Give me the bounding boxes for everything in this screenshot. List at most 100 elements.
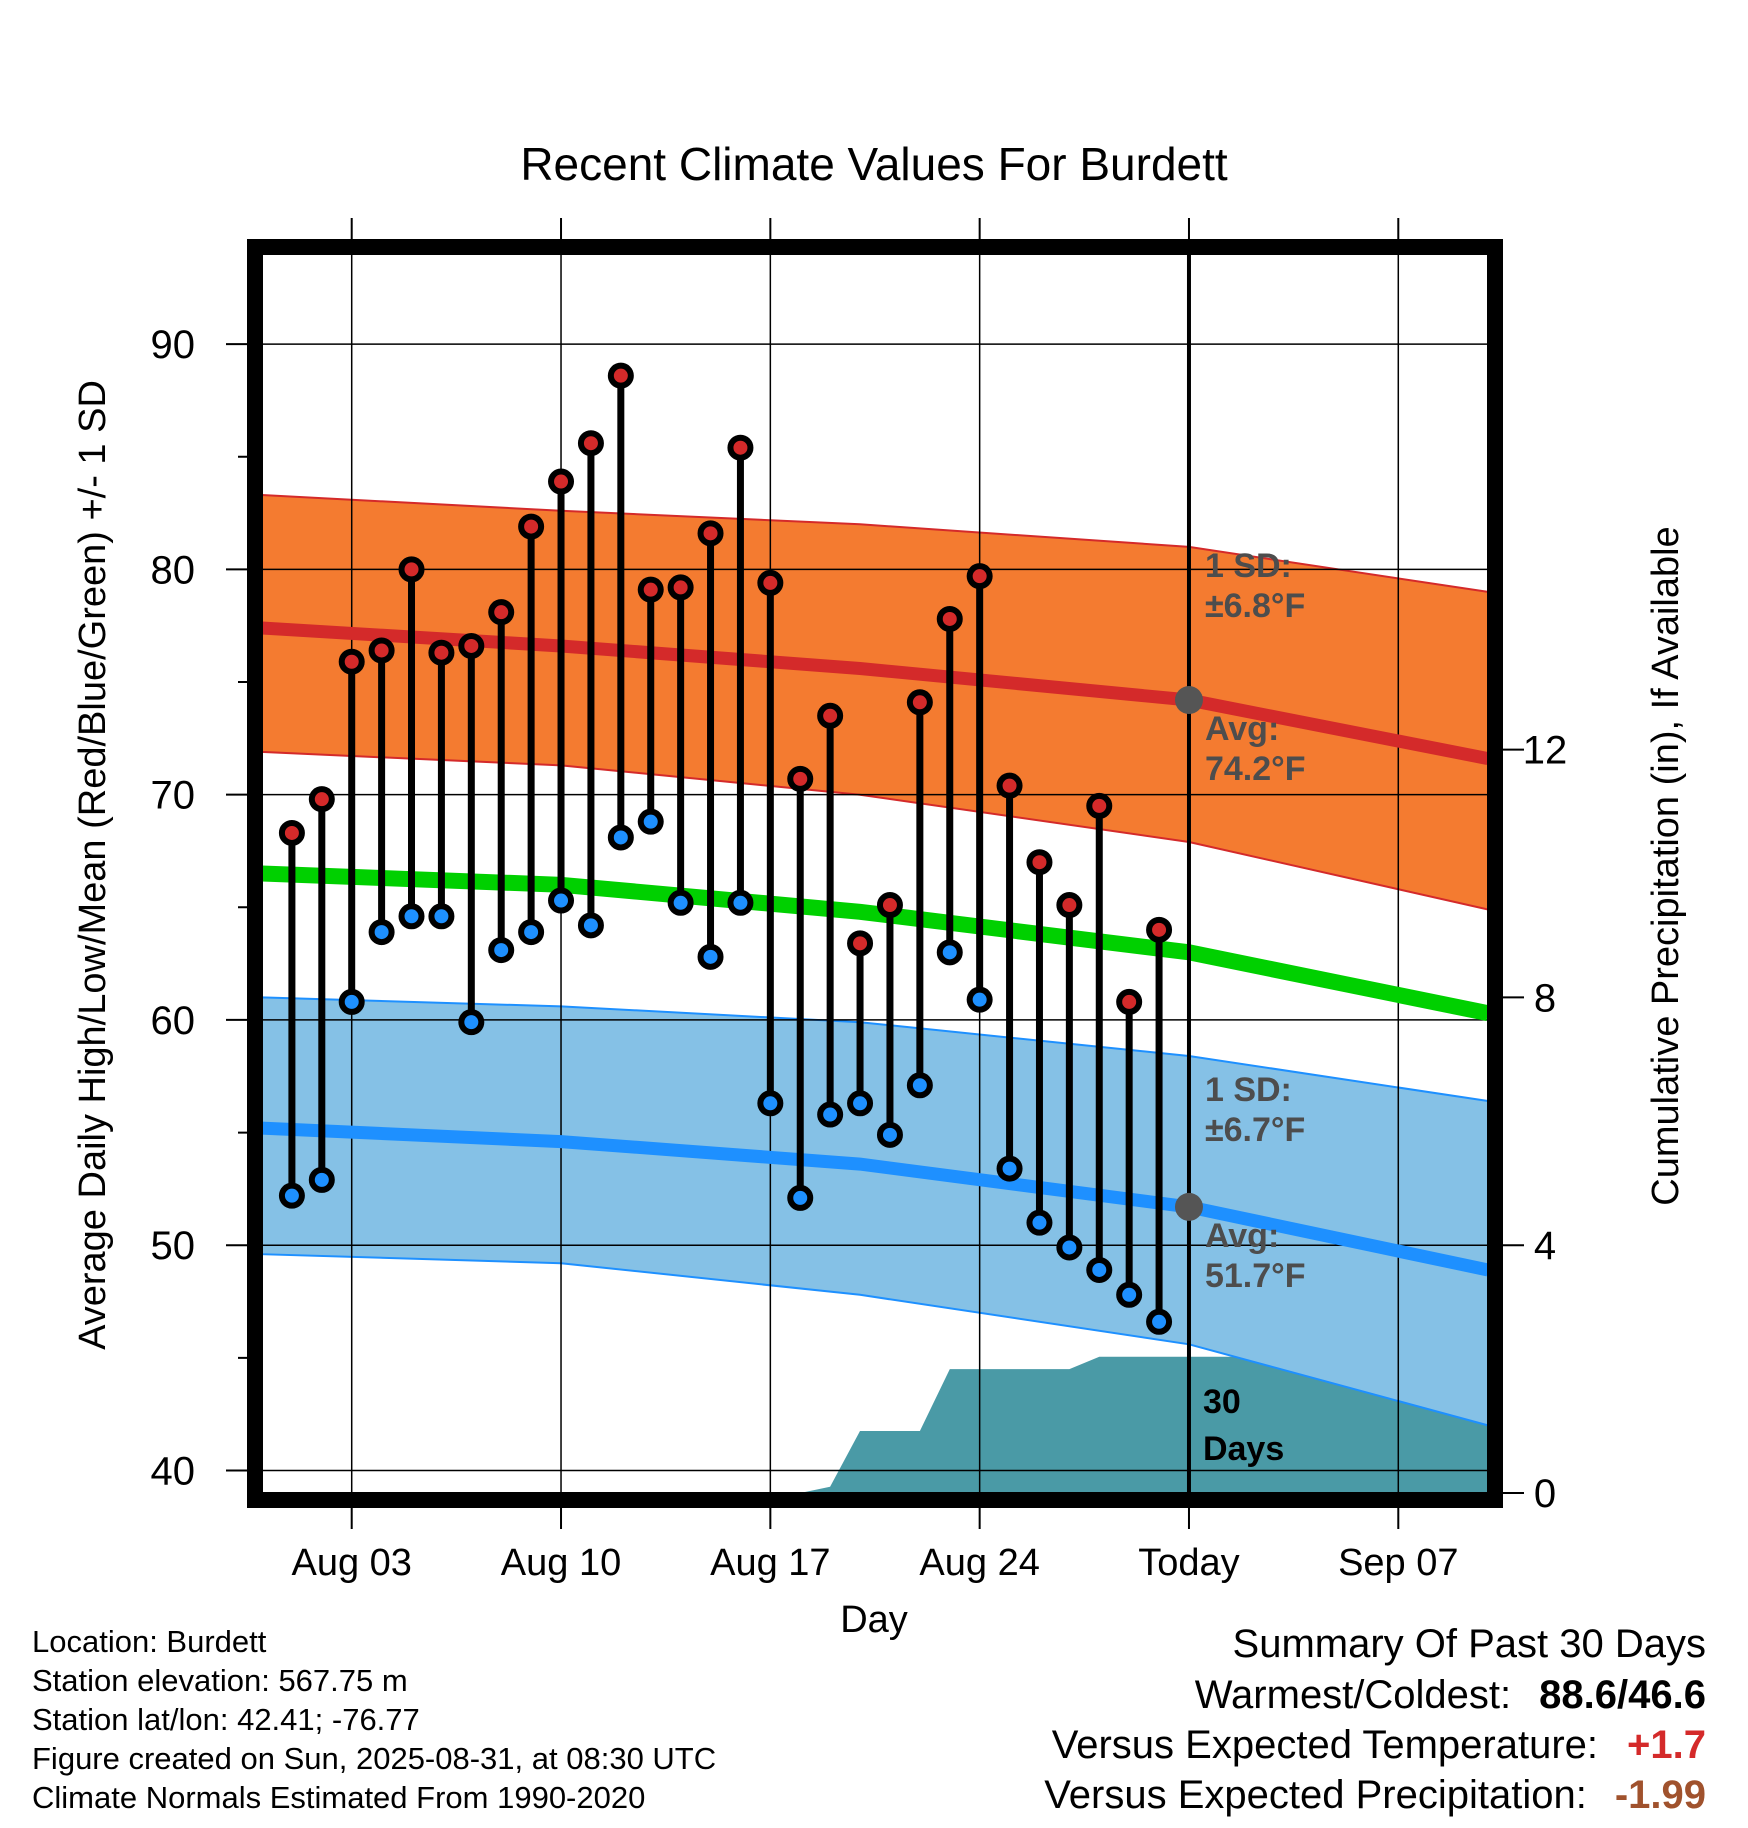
daily-high-point xyxy=(1026,849,1053,876)
x-tick-label: Today xyxy=(1138,1542,1239,1584)
y2-tick-label: 0 xyxy=(1534,1472,1556,1516)
x-tick-label: Aug 17 xyxy=(710,1542,830,1584)
daily-high-point xyxy=(368,637,395,664)
daily-high-point xyxy=(458,632,485,659)
low-sd-label: 1 SD: xyxy=(1205,1071,1292,1109)
y-tick-label: 50 xyxy=(151,1224,196,1268)
daily-low-point xyxy=(607,824,634,851)
precip-period-line1: 30 xyxy=(1203,1383,1241,1421)
daily-high-point xyxy=(996,772,1023,799)
daily-low-point xyxy=(1116,1281,1143,1308)
daily-high-point xyxy=(847,930,874,957)
high-average-label: Avg: xyxy=(1205,710,1279,748)
high-average-value: 74.2°F xyxy=(1205,750,1306,788)
x-tick-label: Aug 24 xyxy=(919,1542,1039,1584)
daily-high-point xyxy=(1116,988,1143,1015)
today-high-average-marker xyxy=(1174,686,1203,715)
daily-high-point xyxy=(428,639,455,666)
daily-low-point xyxy=(667,889,694,916)
temperature-anomaly-value: +1.7 xyxy=(1627,1723,1706,1767)
warmest-coldest-value: 88.6/46.6 xyxy=(1539,1670,1706,1720)
precipitation-anomaly-value: -1.99 xyxy=(1614,1773,1706,1817)
daily-high-point xyxy=(876,892,903,919)
daily-high-point xyxy=(966,563,993,590)
daily-high-point xyxy=(518,513,545,540)
daily-low-point xyxy=(996,1155,1023,1182)
daily-low-point xyxy=(757,1090,784,1117)
temperature-anomaly-label: Versus Expected Temperature: xyxy=(1051,1723,1598,1767)
daily-high-point xyxy=(757,569,784,596)
daily-low-point xyxy=(787,1184,814,1211)
x-tick-label: Sep 07 xyxy=(1338,1542,1458,1584)
daily-low-point xyxy=(637,808,664,835)
mean-average-line xyxy=(261,865,1490,1022)
x-tick-label: Aug 10 xyxy=(501,1542,621,1584)
y2-axis-label: Cumulative Precipitation (in), If Availa… xyxy=(1645,526,1687,1205)
daily-high-point xyxy=(906,689,933,716)
summary-title: Summary Of Past 30 Days xyxy=(1232,1622,1706,1666)
y-tick-label: 90 xyxy=(151,323,196,367)
daily-low-point xyxy=(1026,1209,1053,1236)
daily-low-point xyxy=(458,1009,485,1036)
y-tick-label: 80 xyxy=(151,548,196,592)
warmest-coldest-label: Warmest/Coldest: xyxy=(1194,1673,1512,1717)
high-sd-value: ±6.8°F xyxy=(1205,587,1305,625)
daily-high-point xyxy=(697,520,724,547)
daily-high-point xyxy=(548,468,575,495)
plot-frame xyxy=(247,239,1503,1508)
daily-low-point xyxy=(876,1121,903,1148)
value-separator: / xyxy=(1617,1673,1629,1717)
daily-high-point xyxy=(936,605,963,632)
daily-low-point xyxy=(338,988,365,1015)
high-sd-label: 1 SD: xyxy=(1205,547,1292,585)
today-low-average-marker xyxy=(1174,1192,1203,1221)
daily-low-point xyxy=(368,919,395,946)
station-info: Location: Burdett Station elevation: 567… xyxy=(32,1622,716,1817)
elevation-text: Station elevation: 567.75 m xyxy=(32,1663,408,1698)
daily-high-point xyxy=(637,576,664,603)
precipitation-anomaly-row: Versus Expected Precipitation: -1.99 xyxy=(806,1770,1706,1820)
y2-tick-label: 12 xyxy=(1523,729,1568,773)
daily-low-point xyxy=(966,986,993,1013)
daily-high-point xyxy=(338,648,365,675)
low-sd-band xyxy=(261,996,1489,1427)
daily-low-point xyxy=(398,903,425,930)
daily-high-point xyxy=(488,599,515,626)
daily-high-point xyxy=(817,702,844,729)
chart-title: Recent Climate Values For Burdett xyxy=(520,138,1228,190)
created-text: Figure created on Sun, 2025-08-31, at 08… xyxy=(32,1741,717,1776)
daily-high-point xyxy=(1146,916,1173,943)
daily-low-point xyxy=(518,919,545,946)
y-tick-label: 60 xyxy=(151,999,196,1043)
daily-low-point xyxy=(727,889,754,916)
daily-high-point xyxy=(278,819,305,846)
low-average-line xyxy=(261,1121,1490,1277)
low-average-value: 51.7°F xyxy=(1205,1257,1306,1295)
daily-low-point xyxy=(906,1072,933,1099)
daily-high-point xyxy=(787,765,814,792)
daily-high-point xyxy=(398,556,425,583)
daily-high-point xyxy=(308,786,335,813)
precipitation-area xyxy=(262,1356,1488,1493)
daily-low-point xyxy=(308,1166,335,1193)
daily-high-point xyxy=(727,434,754,461)
daily-high-point xyxy=(607,362,634,389)
y2-tick-label: 4 xyxy=(1534,1224,1556,1268)
daily-high-point xyxy=(667,574,694,601)
y-axis-label: Average Daily High/Low/Mean (Red/Blue/Gr… xyxy=(72,380,114,1350)
daily-low-point xyxy=(278,1182,305,1209)
warmest-coldest-row: Warmest/Coldest: 88.6/46.6 xyxy=(806,1670,1706,1720)
daily-low-point xyxy=(1056,1234,1083,1261)
precip-period-line2: Days xyxy=(1203,1430,1284,1468)
y-tick-label: 40 xyxy=(151,1449,196,1493)
x-tick-label: Aug 03 xyxy=(291,1542,411,1584)
temperature-anomaly-row: Versus Expected Temperature: +1.7 xyxy=(806,1720,1706,1770)
daily-high-point xyxy=(1086,792,1113,819)
precipitation-anomaly-label: Versus Expected Precipitation: xyxy=(1044,1773,1587,1817)
summary-panel: Summary Of Past 30 Days Warmest/Coldest:… xyxy=(806,1618,1706,1820)
location-text: Location: Burdett xyxy=(32,1624,267,1659)
daily-low-point xyxy=(548,887,575,914)
latlon-text: Station lat/lon: 42.41; -76.77 xyxy=(32,1702,420,1737)
low-sd-value: ±6.7°F xyxy=(1205,1111,1305,1149)
